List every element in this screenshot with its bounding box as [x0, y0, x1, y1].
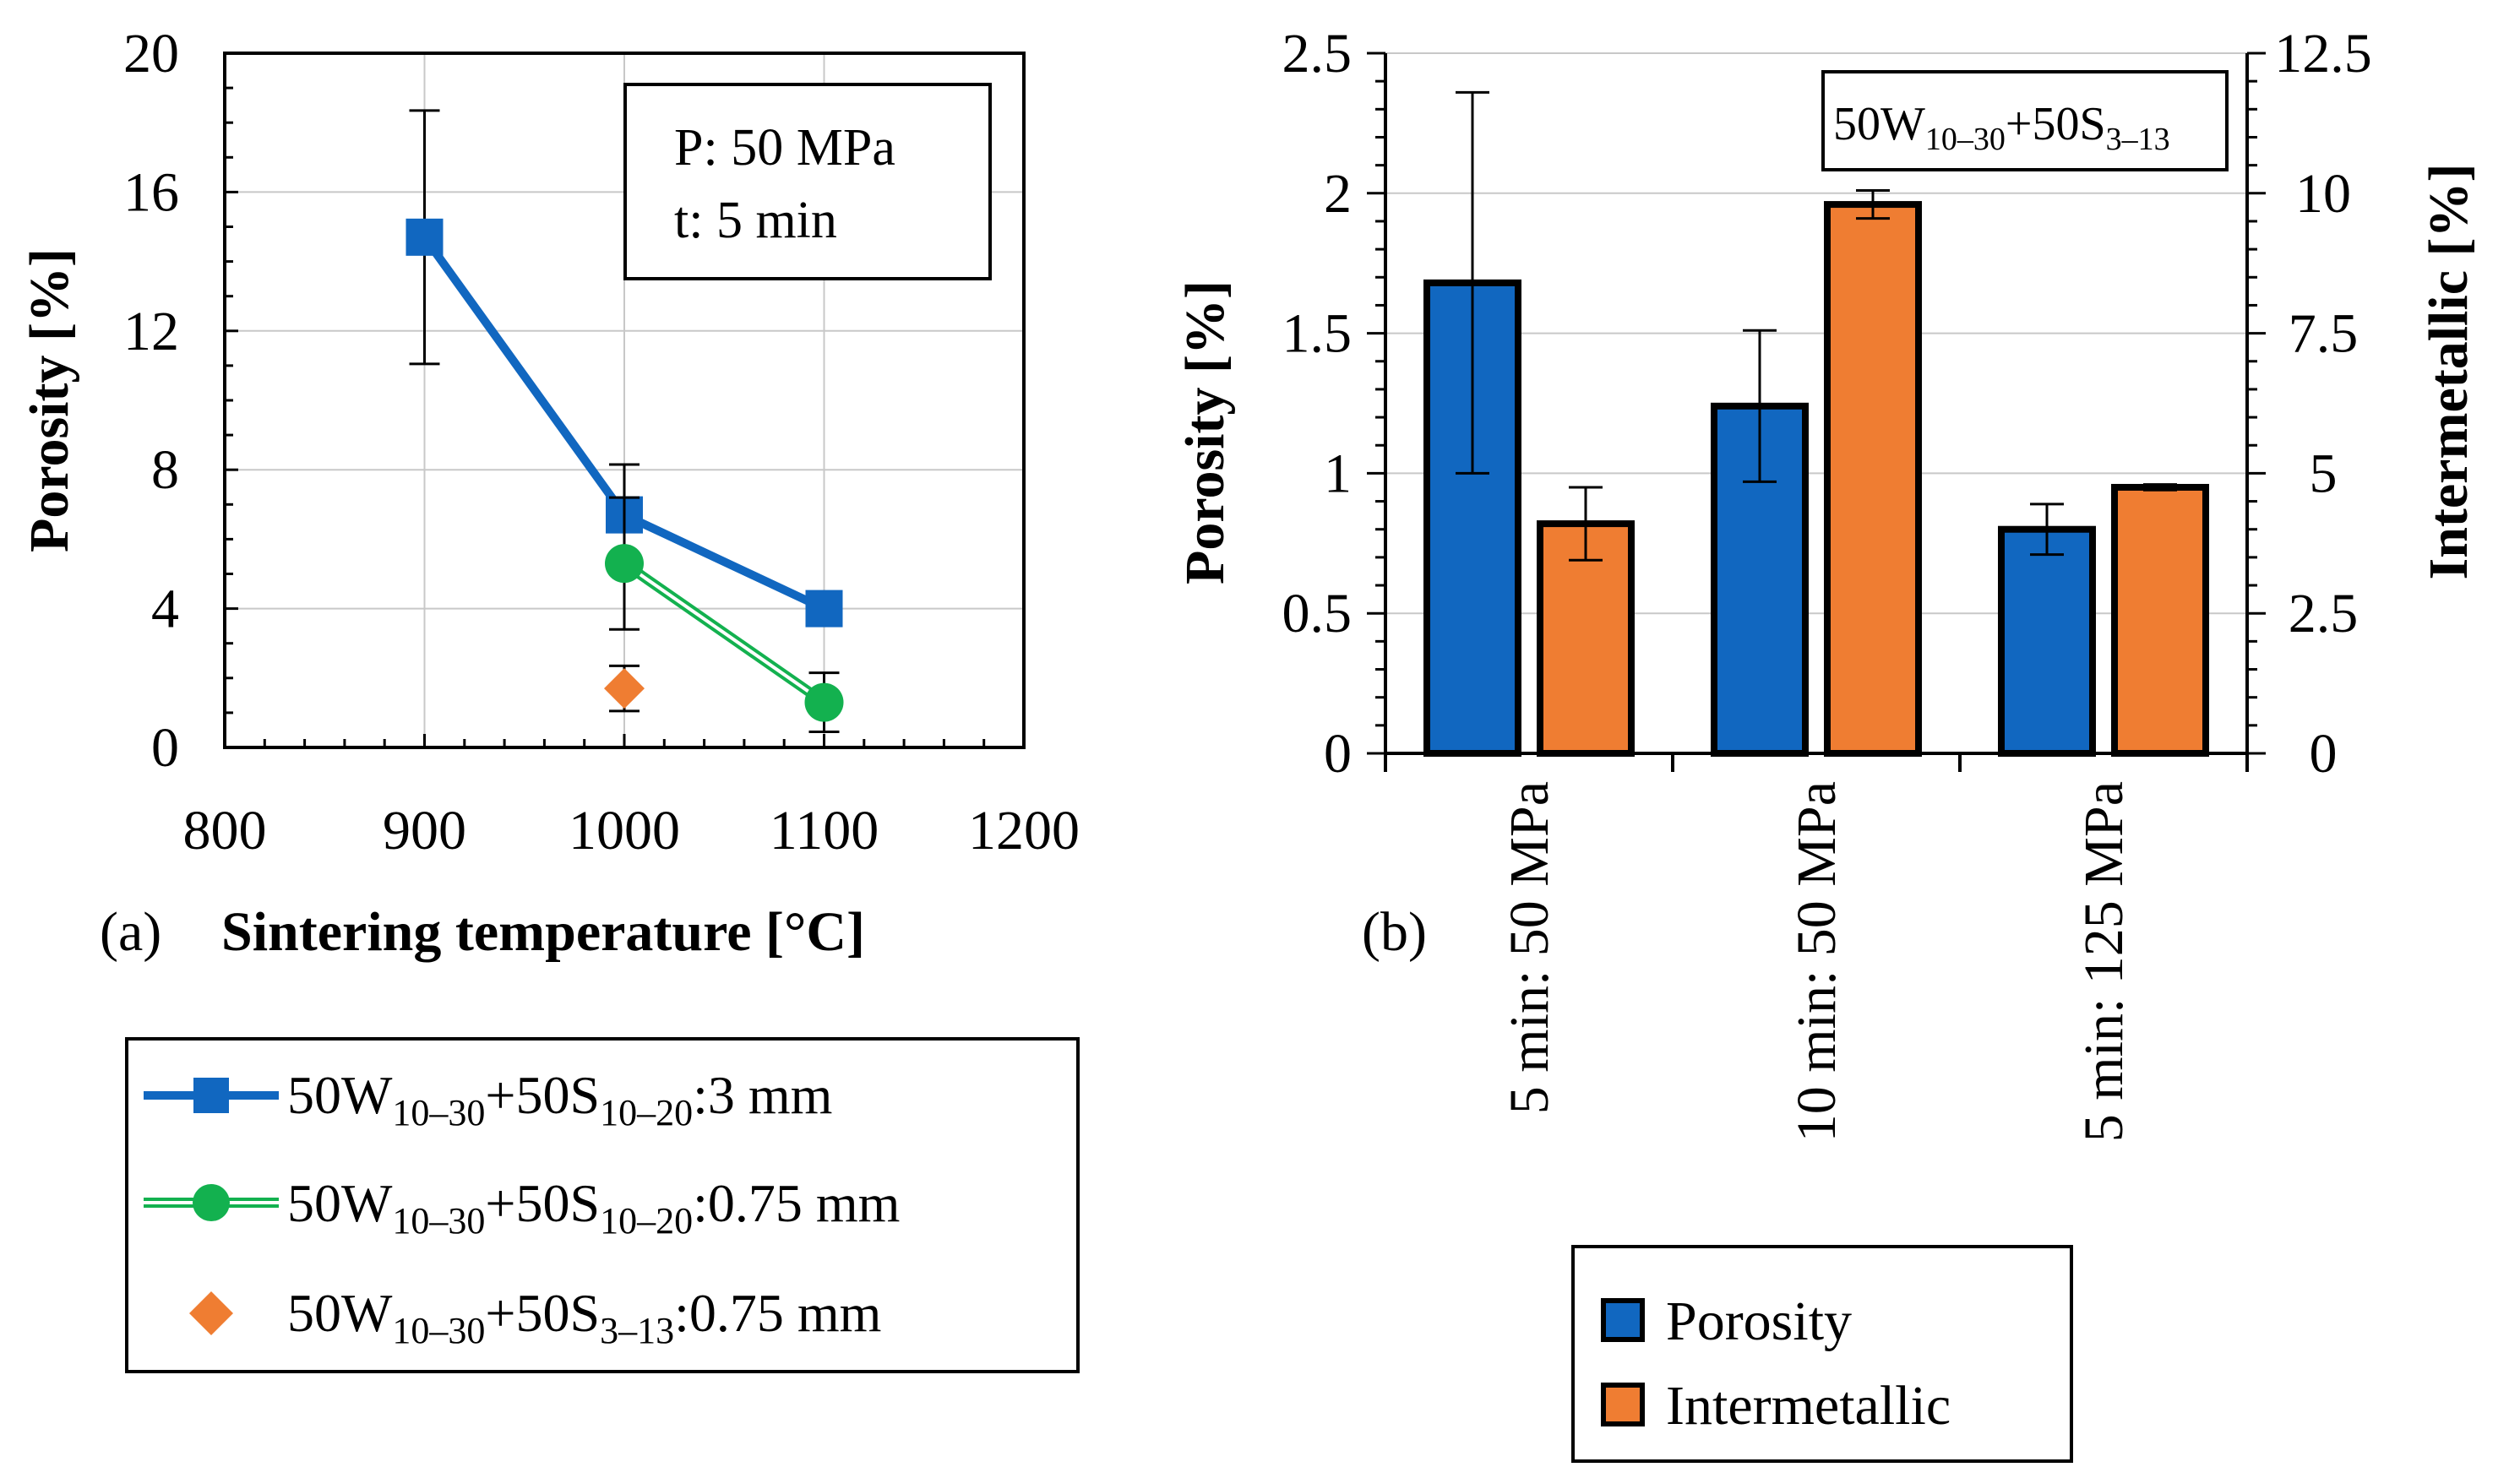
panel-b-legend: Porosity Intermetallic: [1571, 1245, 2073, 1463]
y-tick-label: 12: [123, 301, 179, 362]
svg-text:50W10–30+50S10–20:3 mm: 50W10–30+50S10–20:3 mm: [287, 1065, 832, 1133]
series-line-inner: [623, 562, 825, 704]
y-tick-label: 0: [1324, 723, 1352, 785]
series-circle: [605, 496, 844, 734]
x-tick-label: 800: [183, 800, 267, 861]
panel-a-xlabel: Sintering temperature [°C]: [221, 901, 865, 963]
y-tick-label: 1: [1324, 443, 1352, 504]
x-tick-label: 1100: [770, 800, 879, 861]
y-tick-label: 0: [151, 717, 179, 779]
data-point-square: [405, 218, 444, 256]
data-point-circle: [605, 544, 644, 584]
panel-b-annotation-box: 50W10–30+50S3–13: [1821, 70, 2229, 171]
legend-entry-075mm-s3-13: 50W10–30+50S3–13:0.75 mm: [189, 1283, 881, 1351]
svg-text:Intermetallic: Intermetallic: [1666, 1375, 1951, 1437]
panel-b-ylabel: Porosity [%]: [1174, 280, 1236, 584]
series-diamond: [604, 664, 645, 713]
svg-text:50W10–30+50S3–13: 50W10–30+50S3–13: [1833, 98, 2170, 157]
y2-tick-label: 0: [2310, 723, 2338, 785]
y2-tick-label: 7.5: [2289, 303, 2359, 365]
y-tick-label: 4: [151, 579, 179, 640]
panel-b-label: (b): [1362, 901, 1427, 963]
y2-tick-label: 2.5: [2289, 583, 2359, 644]
panel-a-series: [405, 109, 844, 734]
y2-tick-label: 5: [2310, 443, 2338, 504]
panel-a-ylabel: Porosity [%]: [19, 248, 80, 552]
bar-intermetallic: [2111, 483, 2209, 757]
y-tick-label: 2.5: [1282, 23, 1353, 84]
y-tick-label: 1.5: [1282, 303, 1353, 365]
data-point-square: [805, 590, 843, 628]
panel-a-annotation-box: P: 50 MPa t: 5 min: [623, 83, 992, 280]
legend-circle-marker: [193, 1184, 230, 1221]
data-point-circle: [804, 682, 844, 722]
legend-entry-3mm: 50W10–30+50S10–20:3 mm: [144, 1065, 832, 1133]
legend-square-marker: [193, 1078, 229, 1113]
panel-a-legend: 50W10–30+50S10–20:3 mm 50W10–30+50S10–20…: [125, 1037, 1080, 1373]
panel-b-bar-chart: 0 0.5 1 1.5 2 2.5 0 2.5 5 7.5 10 12.5 5 min: 50 MPa 1…: [1174, 23, 2479, 1463]
legend-entry-075mm-s10-20: 50W10–30+50S10–20:0.75 mm: [144, 1173, 900, 1242]
annotation-time: t: 5 min: [674, 192, 837, 249]
category-label: 10 min: 50 MPa: [1786, 781, 1848, 1142]
data-point-diamond: [604, 668, 645, 709]
panel-b-axes: 0 0.5 1 1.5 2 2.5 0 2.5 5 7.5 10 12.5 5 min: 50 MPa 1…: [1282, 23, 2372, 1142]
category-label: 5 min: 50 MPa: [1499, 781, 1560, 1114]
bar-intermetallic: [1824, 201, 1922, 757]
legend-entry-porosity: Porosity: [1601, 1291, 1852, 1352]
legend-entry-intermetallic: Intermetallic: [1601, 1375, 1951, 1437]
panel-b-bars: [1423, 90, 2209, 757]
annotation-pressure: P: 50 MPa: [674, 119, 895, 177]
x-tick-label: 1200: [968, 800, 1080, 861]
x-tick-label: 1000: [569, 800, 680, 861]
bar-porosity: [1998, 525, 2096, 757]
svg-text:Porosity: Porosity: [1666, 1291, 1852, 1352]
svg-text:50W10–30+50S3–13:0.75 mm: 50W10–30+50S3–13:0.75 mm: [287, 1283, 881, 1351]
legend-diamond-marker: [189, 1291, 233, 1335]
y-tick-label: 0.5: [1282, 583, 1353, 644]
panel-a-label: (a): [100, 901, 161, 963]
svg-text:50W10–30+50S10–20:0.75 mm: 50W10–30+50S10–20:0.75 mm: [287, 1173, 900, 1242]
panel-a-ticks: 800 900 1000 1100 1200 0 4 8 12 16 20: [123, 23, 1080, 861]
y-tick-label: 20: [123, 23, 179, 84]
y2-tick-label: 12.5: [2274, 23, 2372, 84]
y-tick-label: 16: [123, 161, 179, 223]
x-tick-label: 900: [383, 800, 466, 861]
y-tick-label: 2: [1324, 163, 1352, 225]
panel-a-line-chart: 800 900 1000 1100 1200 0 4 8 12 16 20 P: 50 MPa t:…: [19, 23, 1080, 1373]
y2-tick-label: 10: [2295, 163, 2351, 225]
category-label: 5 min: 125 MPa: [2073, 781, 2135, 1142]
panel-b-y2label: Intermetallic [%]: [2418, 164, 2479, 580]
y-tick-label: 8: [151, 439, 179, 501]
